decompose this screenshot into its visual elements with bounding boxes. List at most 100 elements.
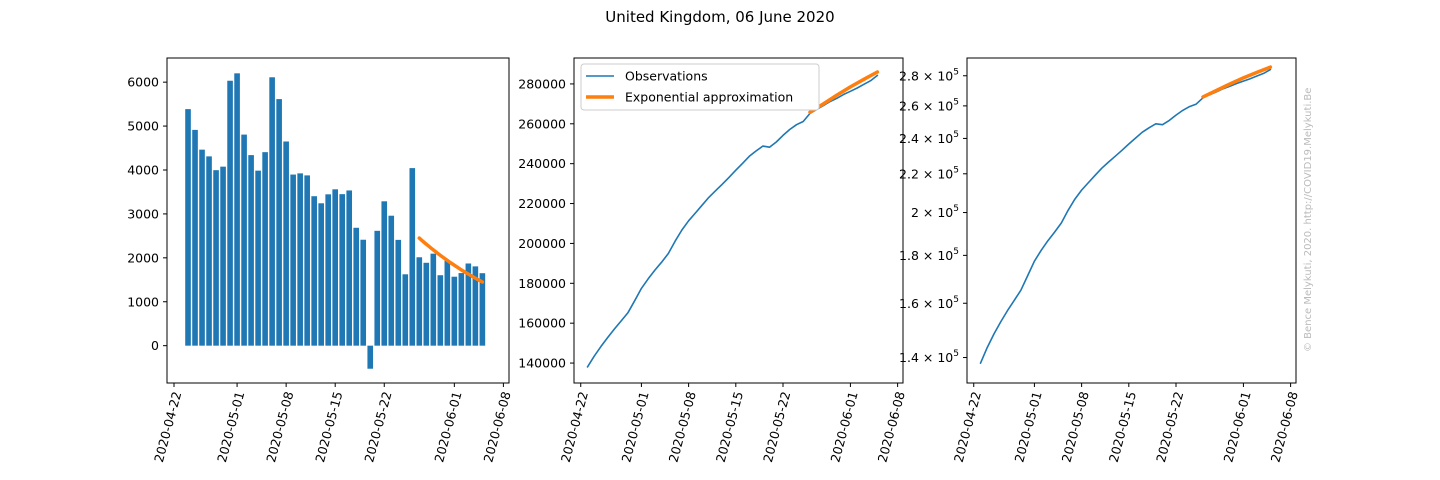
- copyright-watermark: © Bence Melykuti, 2020. http://COVID19.M…: [1303, 88, 1314, 352]
- bar: [479, 273, 486, 346]
- bar: [388, 215, 395, 346]
- x-tick-label: 2020-06-01: [431, 390, 464, 464]
- y-tick-label: 1.8 × 105: [899, 247, 959, 263]
- bar: [318, 203, 324, 346]
- exponential-fit-line: [417, 236, 485, 284]
- bar: [332, 189, 338, 346]
- x-tick-label: 2020-05-22: [760, 390, 793, 464]
- x-tick-label: 2020-05-22: [361, 390, 394, 464]
- y-tick-label: 240000: [518, 156, 566, 171]
- y-tick-exponent: 5: [953, 247, 959, 257]
- daily-cases-bar-chart: 0 1000 2000 3000 4000 5000 6000 2020-04-22 2020-…: [127, 57, 514, 464]
- legend-box: [580, 63, 820, 111]
- bar: [199, 149, 205, 346]
- y-tick-label: 1.4 × 105: [899, 349, 959, 365]
- y-tick-label: 2.8 × 105: [899, 67, 959, 83]
- y-tick-label: 0: [151, 338, 159, 353]
- bar: [423, 262, 430, 346]
- y-tick-label: 3000: [127, 206, 159, 221]
- exponential-fit-line: [808, 70, 880, 114]
- x-tick-label: 2020-05-08: [1059, 390, 1092, 464]
- bar: [458, 273, 465, 346]
- bar: [360, 239, 367, 346]
- axes-frame: [573, 57, 904, 384]
- y-tick-mantissa: 1.6 × 10: [899, 296, 953, 311]
- bar: [192, 129, 198, 346]
- y-tick-label: 2 × 105: [911, 204, 959, 220]
- y-tick-exponent: 5: [953, 67, 959, 77]
- bar: [339, 194, 346, 346]
- bar: [241, 134, 247, 346]
- bar: [276, 99, 282, 346]
- y-tick-exponent: 5: [953, 130, 959, 140]
- x-tick-label: 2020-06-08: [875, 390, 908, 464]
- y-tick-mantissa: 2.4 × 10: [899, 131, 953, 146]
- y-tick-label: 2.2 × 105: [899, 165, 959, 181]
- bar: [206, 156, 212, 346]
- y-tick-mantissa: 1.4 × 10: [899, 350, 953, 365]
- x-tick-label: 2020-06-01: [827, 390, 860, 464]
- bar: [255, 170, 261, 346]
- bar: [367, 345, 374, 369]
- x-tick-label: 2020-04-22: [151, 390, 184, 464]
- y-tick-label: 180000: [518, 276, 566, 291]
- observations-line: [979, 68, 1272, 365]
- bar: [409, 168, 416, 346]
- y-tick-label: 6000: [127, 75, 159, 90]
- legend-label: Exponential approximation: [625, 90, 793, 105]
- y-tick-label: 5000: [127, 119, 159, 134]
- bar: [353, 227, 360, 346]
- axes-frame: [166, 57, 510, 384]
- x-tick-label: 2020-05-15: [713, 390, 746, 464]
- bar: [220, 166, 226, 346]
- bar: [430, 253, 437, 346]
- x-tick-label: 2020-05-08: [666, 390, 699, 464]
- cumulative-cases-linear-chart: 140000 160000 180000 200000 220000 240000 2600…: [518, 57, 908, 464]
- y-tick-label: 1.6 × 105: [899, 295, 959, 311]
- x-tick-label: 2020-05-08: [263, 390, 296, 464]
- y-tick-label: 2000: [127, 250, 159, 265]
- x-tick-label: 2020-05-22: [1153, 390, 1186, 464]
- bar: [297, 173, 303, 346]
- bar: [269, 77, 275, 346]
- legend: Observations Exponential approximation: [580, 63, 820, 111]
- x-tick-label: 2020-06-08: [480, 390, 513, 464]
- y-tick-label: 220000: [518, 196, 566, 211]
- y-tick-mantissa: 2.8 × 10: [899, 68, 953, 83]
- bar: [416, 257, 423, 346]
- y-tick-exponent: 5: [953, 204, 959, 214]
- y-tick-label: 2.4 × 105: [899, 130, 959, 146]
- bar: [451, 276, 458, 346]
- y-tick-mantissa: 2.2 × 10: [899, 166, 953, 181]
- bar: [437, 275, 444, 346]
- legend-label: Observations: [625, 69, 708, 84]
- y-tick-label: 200000: [518, 236, 566, 251]
- bar: [227, 80, 233, 346]
- bar: [395, 239, 402, 346]
- bar: [381, 201, 388, 346]
- x-tick-label: 2020-05-01: [1011, 390, 1044, 464]
- x-tick-label: 2020-06-01: [1220, 390, 1253, 464]
- bar: [248, 155, 254, 346]
- x-tick-label: 2020-05-15: [312, 390, 345, 464]
- y-tick-label: 160000: [518, 316, 566, 331]
- bar: [346, 190, 353, 346]
- bar: [444, 260, 451, 346]
- y-tick-exponent: 5: [953, 295, 959, 305]
- bar: [304, 175, 310, 346]
- exponential-fit-line: [1201, 65, 1273, 99]
- bar: [283, 141, 289, 346]
- y-tick-label: 1000: [127, 294, 159, 309]
- x-tick-label: 2020-04-22: [558, 390, 591, 464]
- y-tick-label: 280000: [518, 76, 566, 91]
- y-tick-mantissa: 2 × 10: [911, 205, 953, 220]
- y-tick-exponent: 5: [953, 165, 959, 175]
- x-tick-label: 2020-05-01: [214, 390, 247, 464]
- bar: [402, 274, 409, 346]
- figure-title: United Kingdom, 06 June 2020: [605, 8, 834, 26]
- x-tick-label: 2020-05-15: [1106, 390, 1139, 464]
- y-tick-label: 260000: [518, 116, 566, 131]
- bar: [234, 73, 240, 346]
